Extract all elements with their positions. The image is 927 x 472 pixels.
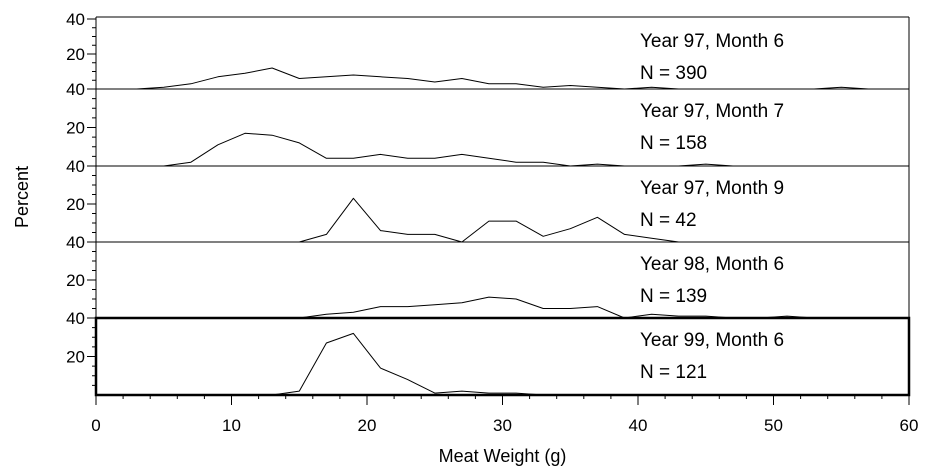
panel: 20 40 Year 99, Month 6 N = 121 [66, 309, 911, 397]
x-tick-label: 0 [91, 416, 100, 435]
panel-title: Year 97, Month 7 [640, 101, 784, 122]
y-tick-label: 40 [66, 10, 85, 29]
y-tick-label: 20 [66, 119, 85, 138]
x-tick-label: 40 [629, 416, 648, 435]
panel: 20 40 Year 98, Month 6 N = 139 [66, 233, 909, 319]
y-tick-label: 20 [66, 271, 85, 290]
panel-title: Year 97, Month 9 [640, 178, 784, 199]
panel-title: Year 97, Month 6 [640, 31, 784, 52]
x-tick-label: 30 [493, 416, 512, 435]
x-tick-label: 50 [764, 416, 783, 435]
x-tick-label: 20 [358, 416, 377, 435]
x-tick-label: 10 [222, 416, 241, 435]
y-tick-label: 20 [66, 195, 85, 214]
x-axis: 0 10 20 30 40 50 60 [91, 395, 918, 435]
y-tick-label: 20 [66, 348, 85, 367]
panel-title: Year 98, Month 6 [640, 254, 784, 275]
panels: 20 40 Year 97, Month 6 N = 390 20 40 Year 97, … [66, 10, 911, 397]
y-tick-label: 40 [66, 233, 85, 252]
panel-count: N = 390 [640, 63, 707, 84]
y-tick-label: 40 [66, 80, 85, 99]
panel: 20 40 Year 97, Month 6 N = 390 [66, 10, 909, 90]
panel-count: N = 121 [640, 362, 707, 383]
panel-highlight-box [94, 316, 911, 397]
x-axis-title: Meat Weight (g) [439, 446, 567, 466]
plot-frame [95, 16, 910, 395]
panel-count: N = 139 [640, 286, 707, 307]
x-tick-label: 60 [900, 416, 919, 435]
series-line [299, 197, 679, 243]
panel-title: Year 99, Month 6 [640, 330, 784, 351]
series-line [163, 132, 733, 167]
panel: 20 40 Year 97, Month 7 N = 158 [66, 80, 909, 167]
panel: 20 40 Year 97, Month 9 N = 42 [66, 157, 909, 243]
panel-count: N = 158 [640, 133, 707, 154]
y-axis-title: Percent [12, 166, 32, 228]
panel-count: N = 42 [640, 210, 697, 231]
series-line [217, 296, 842, 319]
series-line [217, 332, 625, 396]
y-tick-label: 40 [66, 157, 85, 176]
series-line [136, 67, 869, 90]
y-tick-label: 40 [66, 309, 85, 328]
y-tick-label: 20 [66, 45, 85, 64]
